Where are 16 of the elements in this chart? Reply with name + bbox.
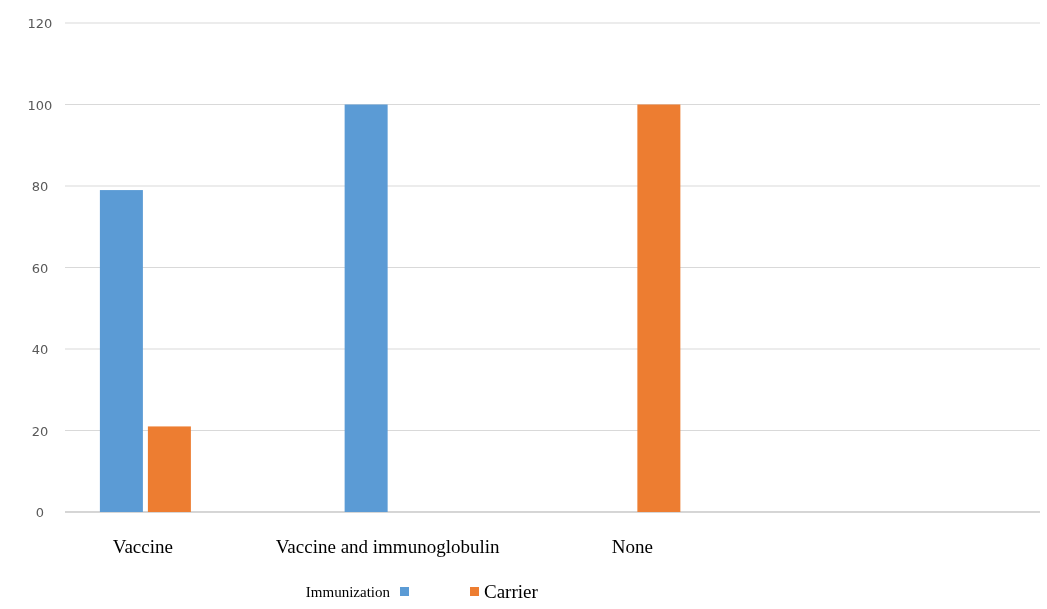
- y-tick-label: 80: [31, 179, 49, 194]
- y-tick-label: 20: [31, 423, 49, 439]
- y-tick-label: 0: [35, 505, 45, 520]
- bar: [637, 104, 681, 512]
- legend-label: Carrier: [484, 581, 539, 602]
- bar: [344, 104, 388, 512]
- y-tick-label: 100: [27, 97, 53, 113]
- x-axis-title: Immunization: [305, 584, 391, 600]
- y-tick-label: 40: [31, 342, 49, 357]
- y-tick-label: 60: [31, 260, 49, 276]
- x-tick-label: Vaccine: [112, 536, 173, 557]
- bar: [147, 426, 191, 512]
- x-tick-label: Vaccine and immunoglobulin: [275, 536, 500, 557]
- bar: [99, 190, 143, 512]
- x-tick-label: None: [611, 536, 653, 557]
- y-tick-label: 120: [27, 16, 53, 31]
